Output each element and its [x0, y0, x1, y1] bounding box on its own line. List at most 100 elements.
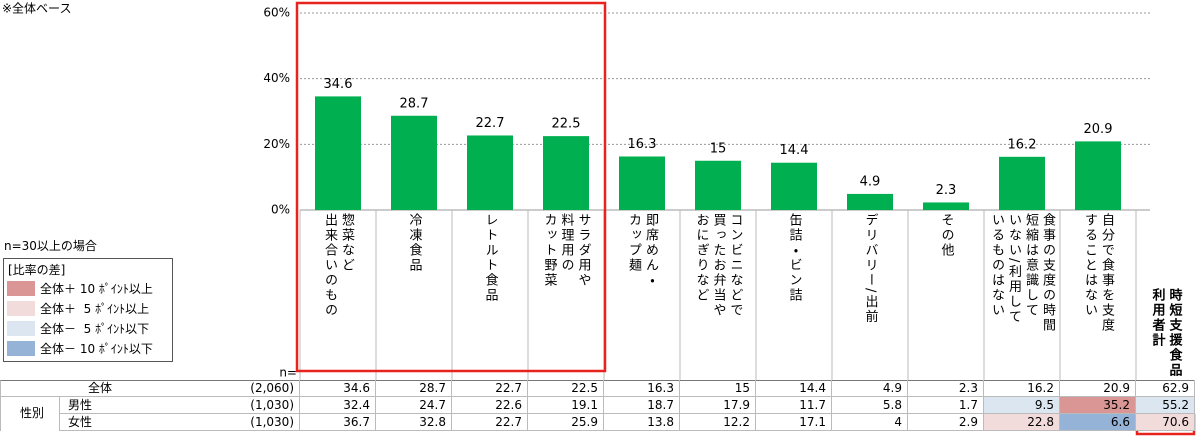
bar — [771, 162, 817, 210]
x-tick-label: 即席めん・ カップ麺 — [626, 213, 658, 288]
y-tick-label: 0% — [271, 203, 290, 217]
legend-label: 全体＋ 5 ﾎﾟｲﾝﾄ以上 — [40, 302, 150, 316]
category-label-wrap: 冷凍食品 — [376, 213, 452, 373]
extra-column-wrap: 時短支援食品 利用者計 — [1136, 262, 1195, 378]
table-cell: 28.7 — [376, 380, 452, 397]
legend-swatch — [7, 341, 35, 356]
data-label: 20.9 — [1084, 122, 1113, 137]
table-border — [0, 380, 1195, 431]
category-label-wrap: サラダ用や 料理用の カット野菜 — [528, 213, 604, 373]
bar — [543, 136, 589, 210]
category-label-wrap: 缶詰・ビン詰 — [756, 213, 832, 373]
bar — [619, 156, 665, 210]
legend-swatch — [7, 301, 35, 316]
table-cell: 16.2 — [984, 380, 1060, 397]
row-label: 女性 — [60, 414, 200, 431]
table-cell: 6.6 — [1060, 414, 1136, 431]
category-label-wrap: コンビニなどで 買ったお弁当や おにぎりなど — [680, 213, 756, 373]
table-cell: 15 — [680, 380, 756, 397]
x-tick-label: デリバリー/出前 — [862, 213, 878, 325]
bar — [999, 156, 1045, 210]
table-cell: 4.9 — [832, 380, 908, 397]
category-label-wrap: 食事の支度の時間 短縮は意識して いない/利用して いるものはない — [984, 213, 1060, 373]
x-tick-label: レトルト食品 — [482, 213, 498, 303]
table-cell: 22.7 — [452, 380, 528, 397]
table-cell: 17.1 — [756, 414, 832, 431]
y-tick-label: 60% — [263, 6, 290, 20]
legend-swatch — [7, 321, 35, 336]
data-label: 22.7 — [476, 116, 505, 131]
table-cell: 2.3 — [908, 380, 984, 397]
data-label: 15 — [710, 141, 727, 156]
table-cell: 22.5 — [528, 380, 604, 397]
table-cell: 13.8 — [604, 414, 680, 431]
table-cell: 1.7 — [908, 397, 984, 414]
table-cell: 62.9 — [1136, 380, 1195, 397]
legend-title: n=30以上の場合 — [4, 239, 97, 253]
legend: [比率の差] 全体＋ 10 ﾎﾟｲﾝﾄ以上 全体＋ 5 ﾎﾟｲﾝﾄ以上 全体－ 5 … — [3, 258, 173, 362]
row-n: (2,060) — [200, 380, 300, 397]
table-cell: 16.3 — [604, 380, 680, 397]
table-cell: 14.4 — [756, 380, 832, 397]
x-tick-label: 食事の支度の時間 短縮は意識して いない/利用して いるものはない — [989, 213, 1055, 333]
table-cell: 55.2 — [1136, 397, 1195, 414]
table-cell: 36.7 — [300, 414, 376, 431]
legend-swatch — [7, 281, 35, 296]
data-label: 14.4 — [780, 143, 809, 158]
bar — [315, 96, 361, 210]
x-tick-label: コンビニなどで 買ったお弁当や おにぎりなど — [693, 213, 743, 318]
table-cell: 2.9 — [908, 414, 984, 431]
table-cell: 22.7 — [452, 414, 528, 431]
category-label-wrap: 自分で食事を支度 することはない — [1060, 213, 1136, 373]
y-tick-label: 40% — [263, 71, 290, 85]
category-label-wrap: 即席めん・ カップ麺 — [604, 213, 680, 373]
bar — [847, 193, 893, 210]
group-label: 性別 — [20, 406, 45, 420]
legend-label: 全体－ 5 ﾎﾟｲﾝﾄ以下 — [40, 322, 150, 336]
table-cell: 24.7 — [376, 397, 452, 414]
category-label-wrap: レトルト食品 — [452, 213, 528, 373]
note: ※全体ベース — [2, 2, 71, 16]
y-tick-label: 20% — [263, 137, 290, 151]
category-label-wrap: 惣菜など 出来合いのもの — [300, 213, 376, 373]
x-tick-label: 冷凍食品 — [406, 213, 422, 273]
table-cell: 9.5 — [984, 397, 1060, 414]
data-label: 22.5 — [552, 117, 581, 132]
row-label: 全体 — [0, 380, 200, 397]
x-tick-label: その他 — [938, 213, 954, 258]
table-cell: 12.2 — [680, 414, 756, 431]
data-label: 16.3 — [628, 137, 657, 152]
x-tick-label: 自分で食事を支度 することはない — [1082, 213, 1114, 333]
data-label: 34.6 — [324, 77, 353, 92]
x-tick-label: 缶詰・ビン詰 — [786, 213, 802, 303]
legend-label: 全体＋ 10 ﾎﾟｲﾝﾄ以上 — [40, 282, 153, 296]
row-n: (1,030) — [200, 414, 300, 431]
table-cell: 18.7 — [604, 397, 680, 414]
table-cell: 22.8 — [984, 414, 1060, 431]
n-label: n= — [279, 366, 297, 380]
table-cell: 11.7 — [756, 397, 832, 414]
legend-label: 全体－ 10 ﾎﾟｲﾝﾄ以下 — [40, 342, 153, 356]
table-cell: 5.8 — [832, 397, 908, 414]
x-tick-label: サラダ用や 料理用の カット野菜 — [541, 213, 591, 288]
data-label: 4.9 — [860, 174, 881, 189]
data-label: 16.2 — [1008, 137, 1037, 152]
legend-heading: [比率の差] — [8, 263, 66, 277]
group-border — [0, 397, 60, 431]
table-cell: 34.6 — [300, 380, 376, 397]
bar — [467, 135, 513, 210]
category-label-wrap: デリバリー/出前 — [832, 213, 908, 373]
x-tick-label: 惣菜など 出来合いのもの — [322, 213, 354, 318]
bar — [695, 160, 741, 210]
row-label: 男性 — [60, 397, 200, 414]
table-cell: 19.1 — [528, 397, 604, 414]
table-cell: 25.9 — [528, 414, 604, 431]
table-cell: 32.8 — [376, 414, 452, 431]
data-label: 2.3 — [936, 183, 957, 198]
table-cell: 35.2 — [1060, 397, 1136, 414]
table-cell: 20.9 — [1060, 380, 1136, 397]
bar — [391, 115, 437, 210]
row-n: (1,030) — [200, 397, 300, 414]
table-cell: 17.9 — [680, 397, 756, 414]
